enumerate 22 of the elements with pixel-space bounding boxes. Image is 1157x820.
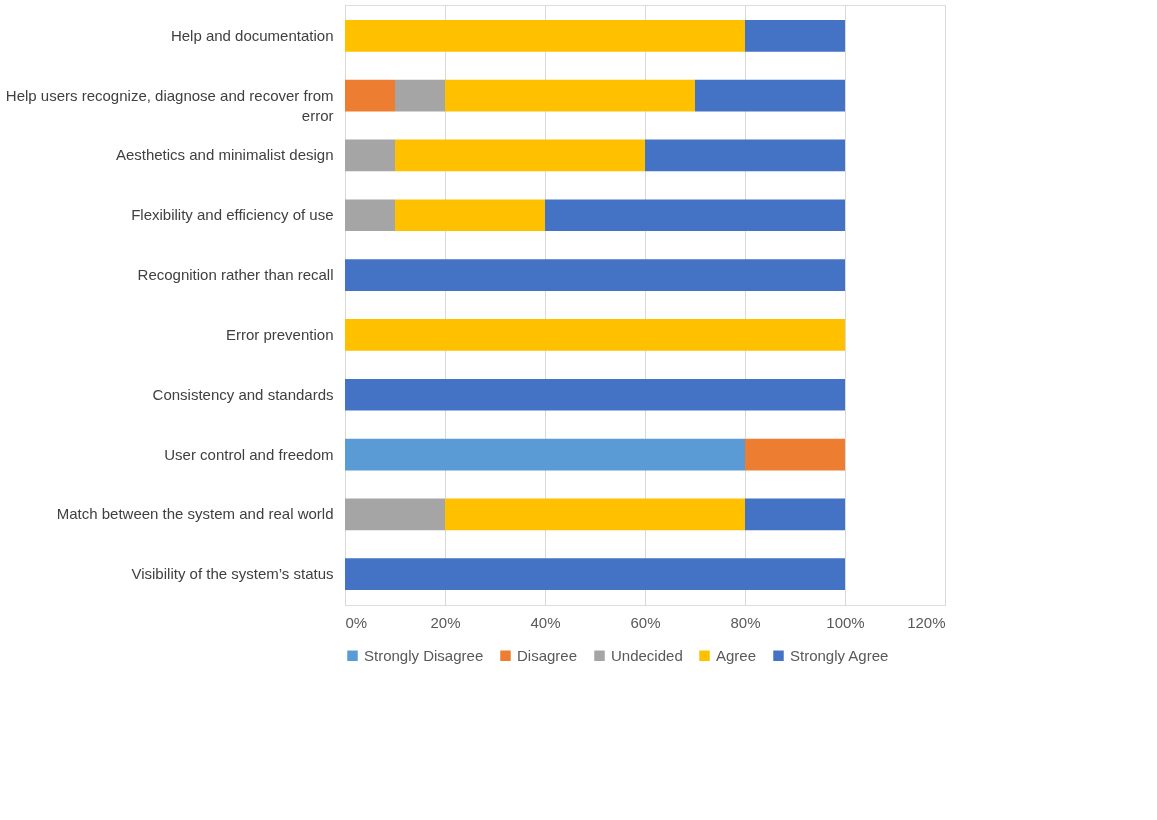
x-tick-label: 20% xyxy=(430,613,461,631)
y-tick-label: User control and freedom xyxy=(164,445,334,463)
y-tick-label: Help and documentation xyxy=(170,26,334,44)
y-tick-label: Match between the system and real world xyxy=(56,505,334,523)
y-tick-label: Visibility of the system’s status xyxy=(131,565,334,583)
x-tick-label: 60% xyxy=(630,613,661,631)
legend-label: Disagree xyxy=(517,646,578,664)
y-tick-label: Help users recognize, diagnose and recover from error xyxy=(5,86,334,124)
y-tick-label: Error prevention xyxy=(225,325,334,343)
legend-label: Strongly Disagree xyxy=(364,646,484,664)
legend-label: Strongly Agree xyxy=(790,646,889,664)
x-tick-label: 0% xyxy=(345,613,368,631)
y-tick-label: Flexibility and efficiency of use xyxy=(131,206,334,224)
x-tick-label: 40% xyxy=(530,613,561,631)
x-tick-label: 120% xyxy=(907,613,946,631)
y-tick-label: Aesthetics and minimalist design xyxy=(115,146,334,164)
y-tick-label: Recognition rather than recall xyxy=(137,266,334,284)
x-tick-label: 80% xyxy=(730,613,761,631)
legend-label: Undecided xyxy=(611,646,683,664)
x-tick-label: 100% xyxy=(826,613,865,631)
legend-label: Agree xyxy=(716,646,757,664)
y-tick-label: Consistency and standards xyxy=(152,385,334,403)
